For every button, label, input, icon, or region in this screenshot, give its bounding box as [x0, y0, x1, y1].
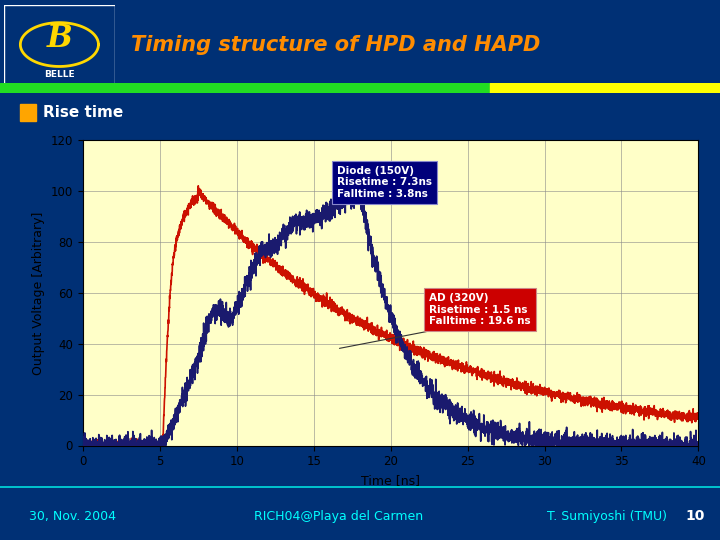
- Text: Timing structure of HPD and HAPD: Timing structure of HPD and HAPD: [131, 35, 540, 55]
- Text: 10: 10: [685, 509, 704, 523]
- Text: RICH04@Playa del Carmen: RICH04@Playa del Carmen: [254, 510, 423, 523]
- Text: T. Sumiyoshi (TMU): T. Sumiyoshi (TMU): [547, 510, 667, 523]
- Text: BELLE: BELLE: [44, 70, 75, 79]
- Text: Diode (150V)
Risetime : 7.3ns
Falltime : 3.8ns: Diode (150V) Risetime : 7.3ns Falltime :…: [337, 166, 432, 199]
- Text: Rise time: Rise time: [43, 105, 123, 120]
- X-axis label: Time [ns]: Time [ns]: [361, 474, 420, 487]
- Bar: [0, 83, 490, 93]
- Y-axis label: Output Voltage [Arbitrary]: Output Voltage [Arbitrary]: [32, 211, 45, 375]
- Text: B: B: [47, 23, 72, 54]
- Text: AD (320V)
Risetime : 1.5 ns
Falltime : 19.6 ns: AD (320V) Risetime : 1.5 ns Falltime : 1…: [429, 293, 531, 326]
- Bar: [490, 83, 720, 93]
- Bar: [20, 104, 36, 122]
- Text: 30, Nov. 2004: 30, Nov. 2004: [29, 510, 116, 523]
